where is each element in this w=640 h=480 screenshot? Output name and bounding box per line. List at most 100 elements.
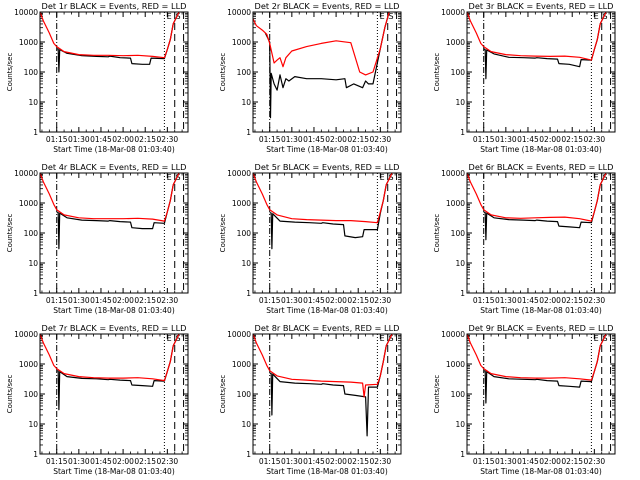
x-tick-label: 02:00 (325, 457, 347, 466)
x-tick-label: 01:30 (281, 457, 303, 466)
marker-e-label: E (380, 334, 385, 343)
y-tick-label: 1 (246, 289, 251, 298)
series-line-events (264, 11, 390, 119)
series-line-lld (39, 11, 180, 59)
marker-s-label: S (388, 12, 393, 21)
x-axis-label: Start Time (18-Mar-08 01:03:40) (480, 145, 602, 154)
x-tick-label: 01:30 (495, 296, 517, 305)
x-tick-label: 02:30 (370, 296, 392, 305)
x-tick-label: 02:15 (561, 296, 583, 305)
y-tick-label: 10000 (14, 8, 38, 17)
y-tick-label: 1 (246, 128, 251, 137)
x-tick-label: 01:30 (281, 135, 303, 144)
x-tick-label: 01:30 (68, 296, 90, 305)
y-tick-label: 100 (24, 229, 39, 238)
x-tick-label: 02:30 (157, 296, 179, 305)
x-axis-label: Start Time (18-Mar-08 01:03:40) (480, 467, 602, 476)
series-line-events (483, 333, 607, 404)
x-tick-label: 02:30 (584, 135, 606, 144)
series-line-lld (252, 333, 393, 398)
marker-s-label: S (175, 334, 180, 343)
marker-s-label: S (388, 173, 393, 182)
panel-title: Det 5r BLACK = Events, RED = LLD (255, 162, 400, 172)
y-axis-label: Counts/sec (433, 375, 441, 414)
y-axis-label: Counts/sec (6, 214, 14, 253)
x-tick-label: 02:00 (112, 457, 134, 466)
panel-det-1r: Det 1r BLACK = Events, RED = LLD 1 10 100 10… (6, 1, 189, 154)
marker-s-label: S (388, 334, 393, 343)
marker-s-label: S (175, 173, 180, 182)
series-line-lld (252, 11, 390, 76)
y-tick-label: 1 (33, 289, 38, 298)
y-tick-label: 10000 (441, 169, 465, 178)
y-tick-label: 10 (28, 98, 38, 107)
marker-s-label: S (602, 334, 607, 343)
plot-frame (466, 172, 616, 294)
x-axis-label: Start Time (18-Mar-08 01:03:40) (53, 467, 175, 476)
x-tick-label: 01:45 (517, 457, 539, 466)
series-line-events (56, 11, 180, 73)
marker-e-label: E (167, 334, 172, 343)
y-tick-label: 1000 (446, 360, 465, 369)
panel-det-5r: Det 5r BLACK = Events, RED = LLD 1 10 100 10… (219, 162, 402, 315)
y-tick-label: 10000 (227, 8, 251, 17)
x-tick-label: 01:45 (303, 457, 325, 466)
y-tick-label: 1 (246, 450, 251, 459)
y-tick-label: 100 (237, 229, 252, 238)
x-tick-label: 02:15 (347, 296, 369, 305)
y-axis-label: Counts/sec (219, 375, 227, 414)
x-tick-label: 01:15 (473, 135, 495, 144)
y-tick-label: 100 (237, 68, 252, 77)
panel-title: Det 9r BLACK = Events, RED = LLD (469, 323, 614, 333)
y-tick-label: 1 (33, 450, 38, 459)
x-axis-label: Start Time (18-Mar-08 01:03:40) (266, 467, 388, 476)
x-tick-label: 01:15 (473, 457, 495, 466)
y-tick-label: 100 (451, 68, 466, 77)
series-line-lld (252, 172, 393, 224)
x-tick-label: 01:30 (495, 135, 517, 144)
x-tick-label: 01:30 (68, 135, 90, 144)
y-tick-label: 1000 (19, 360, 38, 369)
x-tick-label: 02:00 (325, 296, 347, 305)
x-tick-label: 01:45 (303, 296, 325, 305)
x-tick-label: 02:15 (134, 296, 156, 305)
x-tick-label: 02:15 (347, 457, 369, 466)
y-tick-label: 10000 (227, 169, 251, 178)
panel-det-8r: Det 8r BLACK = Events, RED = LLD 1 10 100 10… (219, 323, 402, 476)
y-axis-label: Counts/sec (6, 53, 14, 92)
marker-e-label: E (380, 12, 385, 21)
y-tick-label: 10 (455, 420, 465, 429)
panel-det-4r: Det 4r BLACK = Events, RED = LLD 1 10 100 10… (6, 162, 189, 315)
y-tick-label: 10000 (14, 169, 38, 178)
panel-det-7r: Det 7r BLACK = Events, RED = LLD 1 10 100 10… (6, 323, 189, 476)
x-tick-label: 01:45 (517, 135, 539, 144)
panel-title: Det 2r BLACK = Events, RED = LLD (255, 1, 400, 11)
x-tick-label: 02:30 (157, 135, 179, 144)
plot-frame (39, 172, 189, 294)
series-line-events (56, 172, 180, 250)
x-tick-label: 02:15 (134, 135, 156, 144)
x-axis-label: Start Time (18-Mar-08 01:03:40) (266, 145, 388, 154)
series-line-events (269, 172, 393, 250)
y-tick-label: 10 (241, 420, 251, 429)
marker-e-label: E (594, 334, 599, 343)
x-tick-label: 01:45 (517, 296, 539, 305)
x-tick-label: 02:00 (112, 135, 134, 144)
y-tick-label: 1 (33, 128, 38, 137)
y-tick-label: 100 (237, 390, 252, 399)
x-tick-label: 01:15 (259, 457, 281, 466)
x-tick-label: 01:45 (90, 296, 112, 305)
x-tick-label: 01:45 (303, 135, 325, 144)
y-tick-label: 10 (241, 98, 251, 107)
marker-e-label: E (594, 173, 599, 182)
y-axis-label: Counts/sec (219, 214, 227, 253)
y-tick-label: 100 (451, 229, 466, 238)
x-tick-label: 02:15 (347, 135, 369, 144)
x-axis-label: Start Time (18-Mar-08 01:03:40) (266, 306, 388, 315)
panel-det-6r: Det 6r BLACK = Events, RED = LLD 1 10 100 10… (433, 162, 616, 315)
y-tick-label: 1000 (446, 38, 465, 47)
y-axis-label: Counts/sec (219, 53, 227, 92)
y-tick-label: 1000 (19, 38, 38, 47)
x-tick-label: 02:30 (584, 296, 606, 305)
